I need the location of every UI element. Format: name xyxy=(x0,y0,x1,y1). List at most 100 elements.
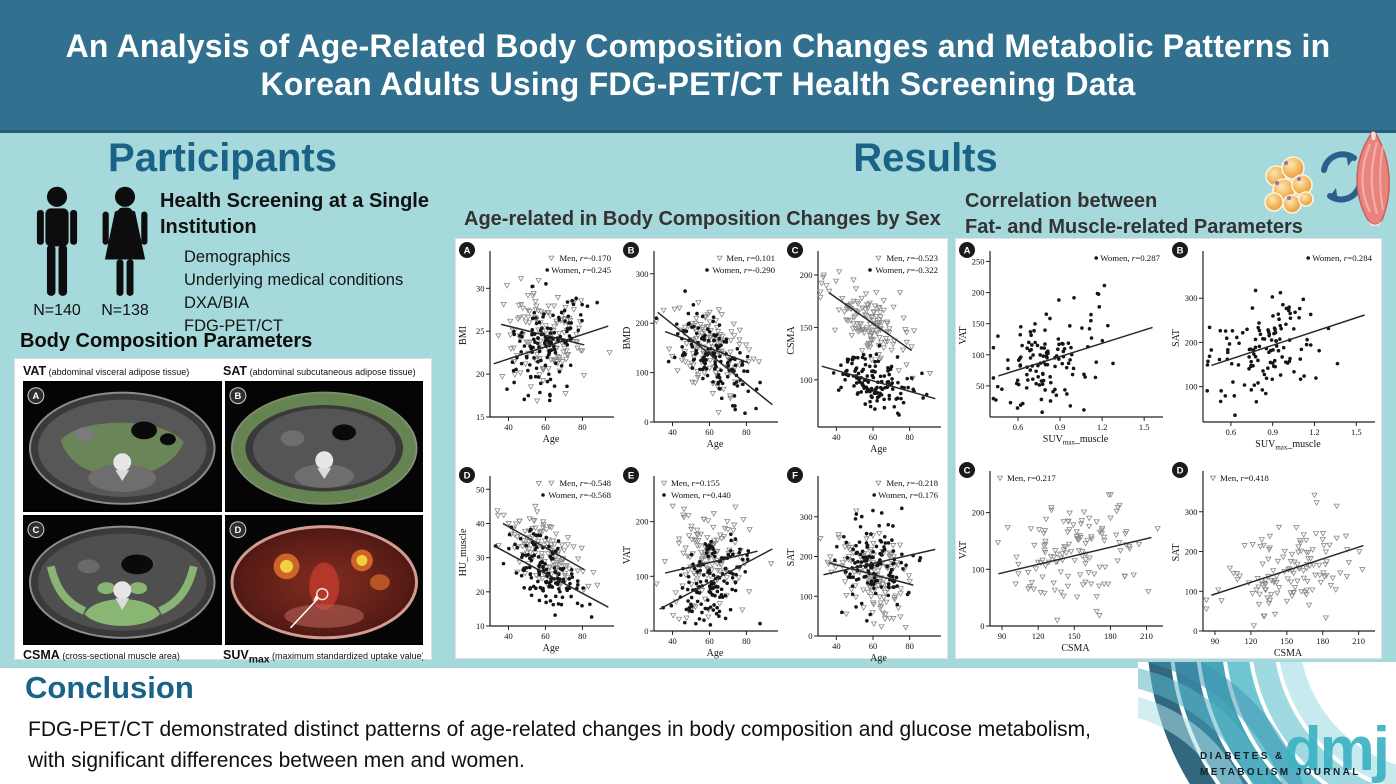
scatter-svg: 40 60 80 100 150 200 Age CSMA C Men, r=-0.523 Wome… xyxy=(786,242,941,455)
suvmax-abbr: SUV xyxy=(223,648,249,662)
svg-text:15: 15 xyxy=(476,412,485,422)
svg-text:180: 180 xyxy=(1316,636,1329,646)
poster-title-line1: An Analysis of Age-Related Body Composit… xyxy=(65,28,1331,64)
journal-logo-svg: dmj DIABETES & METABOLISM JOURNAL xyxy=(1138,662,1396,784)
scatter-svg: 90 120 150 180 210 0 100 200 CSMA VAT C Men, r=0.21… xyxy=(958,462,1163,654)
svg-text:40: 40 xyxy=(668,427,677,437)
svg-text:20: 20 xyxy=(476,587,485,597)
scatter-plot-age-d: 40 60 80 10 20 30 40 50 Age HU_muscle D Men, r=-0.5… xyxy=(456,464,620,673)
body-composition-heading: Body Composition Parameters xyxy=(20,330,313,352)
svg-text:120: 120 xyxy=(1245,636,1258,646)
svg-text:300: 300 xyxy=(1185,293,1198,303)
svg-text:90: 90 xyxy=(1211,636,1220,646)
screening-title-line2: Institution xyxy=(160,216,257,238)
ct-badge-d: D xyxy=(234,524,241,535)
svg-text:SUVmax_muscle: SUVmax_muscle xyxy=(1255,439,1321,452)
svg-text:CSMA: CSMA xyxy=(1274,648,1303,659)
svg-text:80: 80 xyxy=(578,422,587,432)
svg-text:210: 210 xyxy=(1140,631,1153,641)
bullet-dxa-bia: DXA/BIA xyxy=(184,294,250,312)
svg-text:60: 60 xyxy=(705,636,714,646)
svg-text:80: 80 xyxy=(742,636,751,646)
ct-badge-a: A xyxy=(33,390,40,401)
svg-text:C: C xyxy=(964,465,971,476)
svg-text:Men, r=-0.548: Men, r=-0.548 xyxy=(559,478,611,488)
svg-text:100: 100 xyxy=(636,368,649,378)
svg-text:Age: Age xyxy=(870,653,887,664)
svg-text:30: 30 xyxy=(476,283,485,293)
svg-text:VAT: VAT xyxy=(958,541,969,559)
svg-text:150: 150 xyxy=(1280,636,1293,646)
journal-name-line2: METABOLISM JOURNAL xyxy=(1200,767,1361,778)
svg-text:150: 150 xyxy=(1068,631,1081,641)
header-banner: An Analysis of Age-Related Body Composit… xyxy=(0,0,1396,133)
svg-text:20: 20 xyxy=(476,369,485,379)
svg-text:200: 200 xyxy=(1185,547,1198,557)
svg-text:Women, r=0.176: Women, r=0.176 xyxy=(878,490,938,500)
ct-top-labels: VAT (abdominal visceral adipose tissue) … xyxy=(23,364,423,381)
ct-badge-c: C xyxy=(33,524,40,535)
women-count-label: N=138 xyxy=(101,302,149,319)
scatter-svg: 90 120 150 180 210 0 100 200 300 CSMA SAT D Men, r=0… xyxy=(1171,462,1375,659)
csma-label: CSMA (cross-sectional muscle area) xyxy=(23,648,223,665)
svg-text:Age: Age xyxy=(543,434,560,445)
scatter-plot-age-f: 40 60 80 0 100 200 300 Age SAT F Men, r=-0.218 Wome… xyxy=(784,464,947,673)
man-icon xyxy=(26,186,88,307)
svg-text:90: 90 xyxy=(998,631,1007,641)
cycle-arrowheads xyxy=(1330,152,1354,202)
svg-text:0: 0 xyxy=(644,626,648,636)
svg-text:A: A xyxy=(964,245,971,256)
conclusion-section: Conclusion FDG-PET/CT demonstrated disti… xyxy=(0,662,1396,784)
svg-text:SAT: SAT xyxy=(786,549,797,567)
svg-text:250: 250 xyxy=(972,256,985,266)
svg-text:BMI: BMI xyxy=(458,326,469,345)
sat-abbr: SAT xyxy=(223,364,248,378)
suvmax-desc: (maximum standardized uptake value) xyxy=(269,651,423,661)
svg-text:CSMA: CSMA xyxy=(1061,643,1090,654)
svg-text:Men, r=-0.218: Men, r=-0.218 xyxy=(886,478,938,488)
ct-suvmax-svg: D xyxy=(224,516,423,644)
bullet-fdg-petct: FDG-PET/CT xyxy=(184,317,283,335)
vat-desc: (abdominal visceral adipose tissue) xyxy=(46,367,190,377)
svg-text:40: 40 xyxy=(504,422,513,432)
ct-badge-b: B xyxy=(234,390,241,401)
svg-text:100: 100 xyxy=(800,375,813,385)
scatter-plot-age-a: 40 60 80 15 20 25 30 Age BMI A Men, r=-0.170 Women,… xyxy=(456,239,620,464)
vat-abbr: VAT xyxy=(23,364,47,378)
svg-text:0.6: 0.6 xyxy=(1226,427,1237,437)
svg-text:40: 40 xyxy=(504,631,513,641)
csma-desc: (cross-sectional muscle area) xyxy=(59,651,180,661)
svg-text:0: 0 xyxy=(1193,626,1197,636)
svg-text:150: 150 xyxy=(800,322,813,332)
svg-text:60: 60 xyxy=(541,631,550,641)
scatter-plot-corr-d: 90 120 150 180 210 0 100 200 300 CSMA SAT D Men, r=0… xyxy=(1169,459,1381,668)
svg-text:SAT: SAT xyxy=(1171,329,1182,347)
svg-text:Age: Age xyxy=(870,444,887,455)
svg-text:40: 40 xyxy=(832,641,841,651)
corr-plots-subheading: Correlation between Fat- and Muscle-rela… xyxy=(965,188,1303,240)
scatter-svg: 40 60 80 0 100 200 300 Age BMD B Men, r=0.101 Women… xyxy=(622,242,778,450)
svg-text:1.5: 1.5 xyxy=(1351,427,1362,437)
ct-image-vat: A xyxy=(23,381,222,512)
svg-text:Women, r=0.440: Women, r=0.440 xyxy=(671,490,731,500)
svg-text:F: F xyxy=(792,470,798,481)
svg-text:Age: Age xyxy=(707,439,724,450)
screening-title-line1: Health Screening at a Single xyxy=(160,190,429,212)
svg-text:1.5: 1.5 xyxy=(1139,422,1150,432)
svg-text:Men, r=0.101: Men, r=0.101 xyxy=(726,253,775,263)
scatter-plot-age-b: 40 60 80 0 100 200 300 Age BMD B Men, r=0.101 Women… xyxy=(620,239,784,464)
svg-text:30: 30 xyxy=(476,553,485,563)
svg-text:Women, r=-0.568: Women, r=-0.568 xyxy=(548,490,611,500)
scatter-svg: 40 60 80 15 20 25 30 Age BMI A Men, r=-0.170 Women,… xyxy=(458,242,614,445)
woman-icon xyxy=(94,186,156,307)
svg-text:100: 100 xyxy=(800,591,813,601)
svg-text:Women, r=-0.322: Women, r=-0.322 xyxy=(875,265,938,275)
svg-text:Men, r=-0.523: Men, r=-0.523 xyxy=(886,253,938,263)
svg-text:0: 0 xyxy=(644,417,648,427)
svg-text:D: D xyxy=(1177,465,1184,476)
sat-label: SAT (abdominal subcutaneous adipose tiss… xyxy=(223,364,423,381)
suvmax-label: SUVmax (maximum standardized uptake valu… xyxy=(223,648,423,665)
svg-text:SAT: SAT xyxy=(1171,544,1182,562)
ct-bottom-labels: CSMA (cross-sectional muscle area) SUVma… xyxy=(23,648,423,665)
ct-csma-svg: C xyxy=(23,516,222,644)
